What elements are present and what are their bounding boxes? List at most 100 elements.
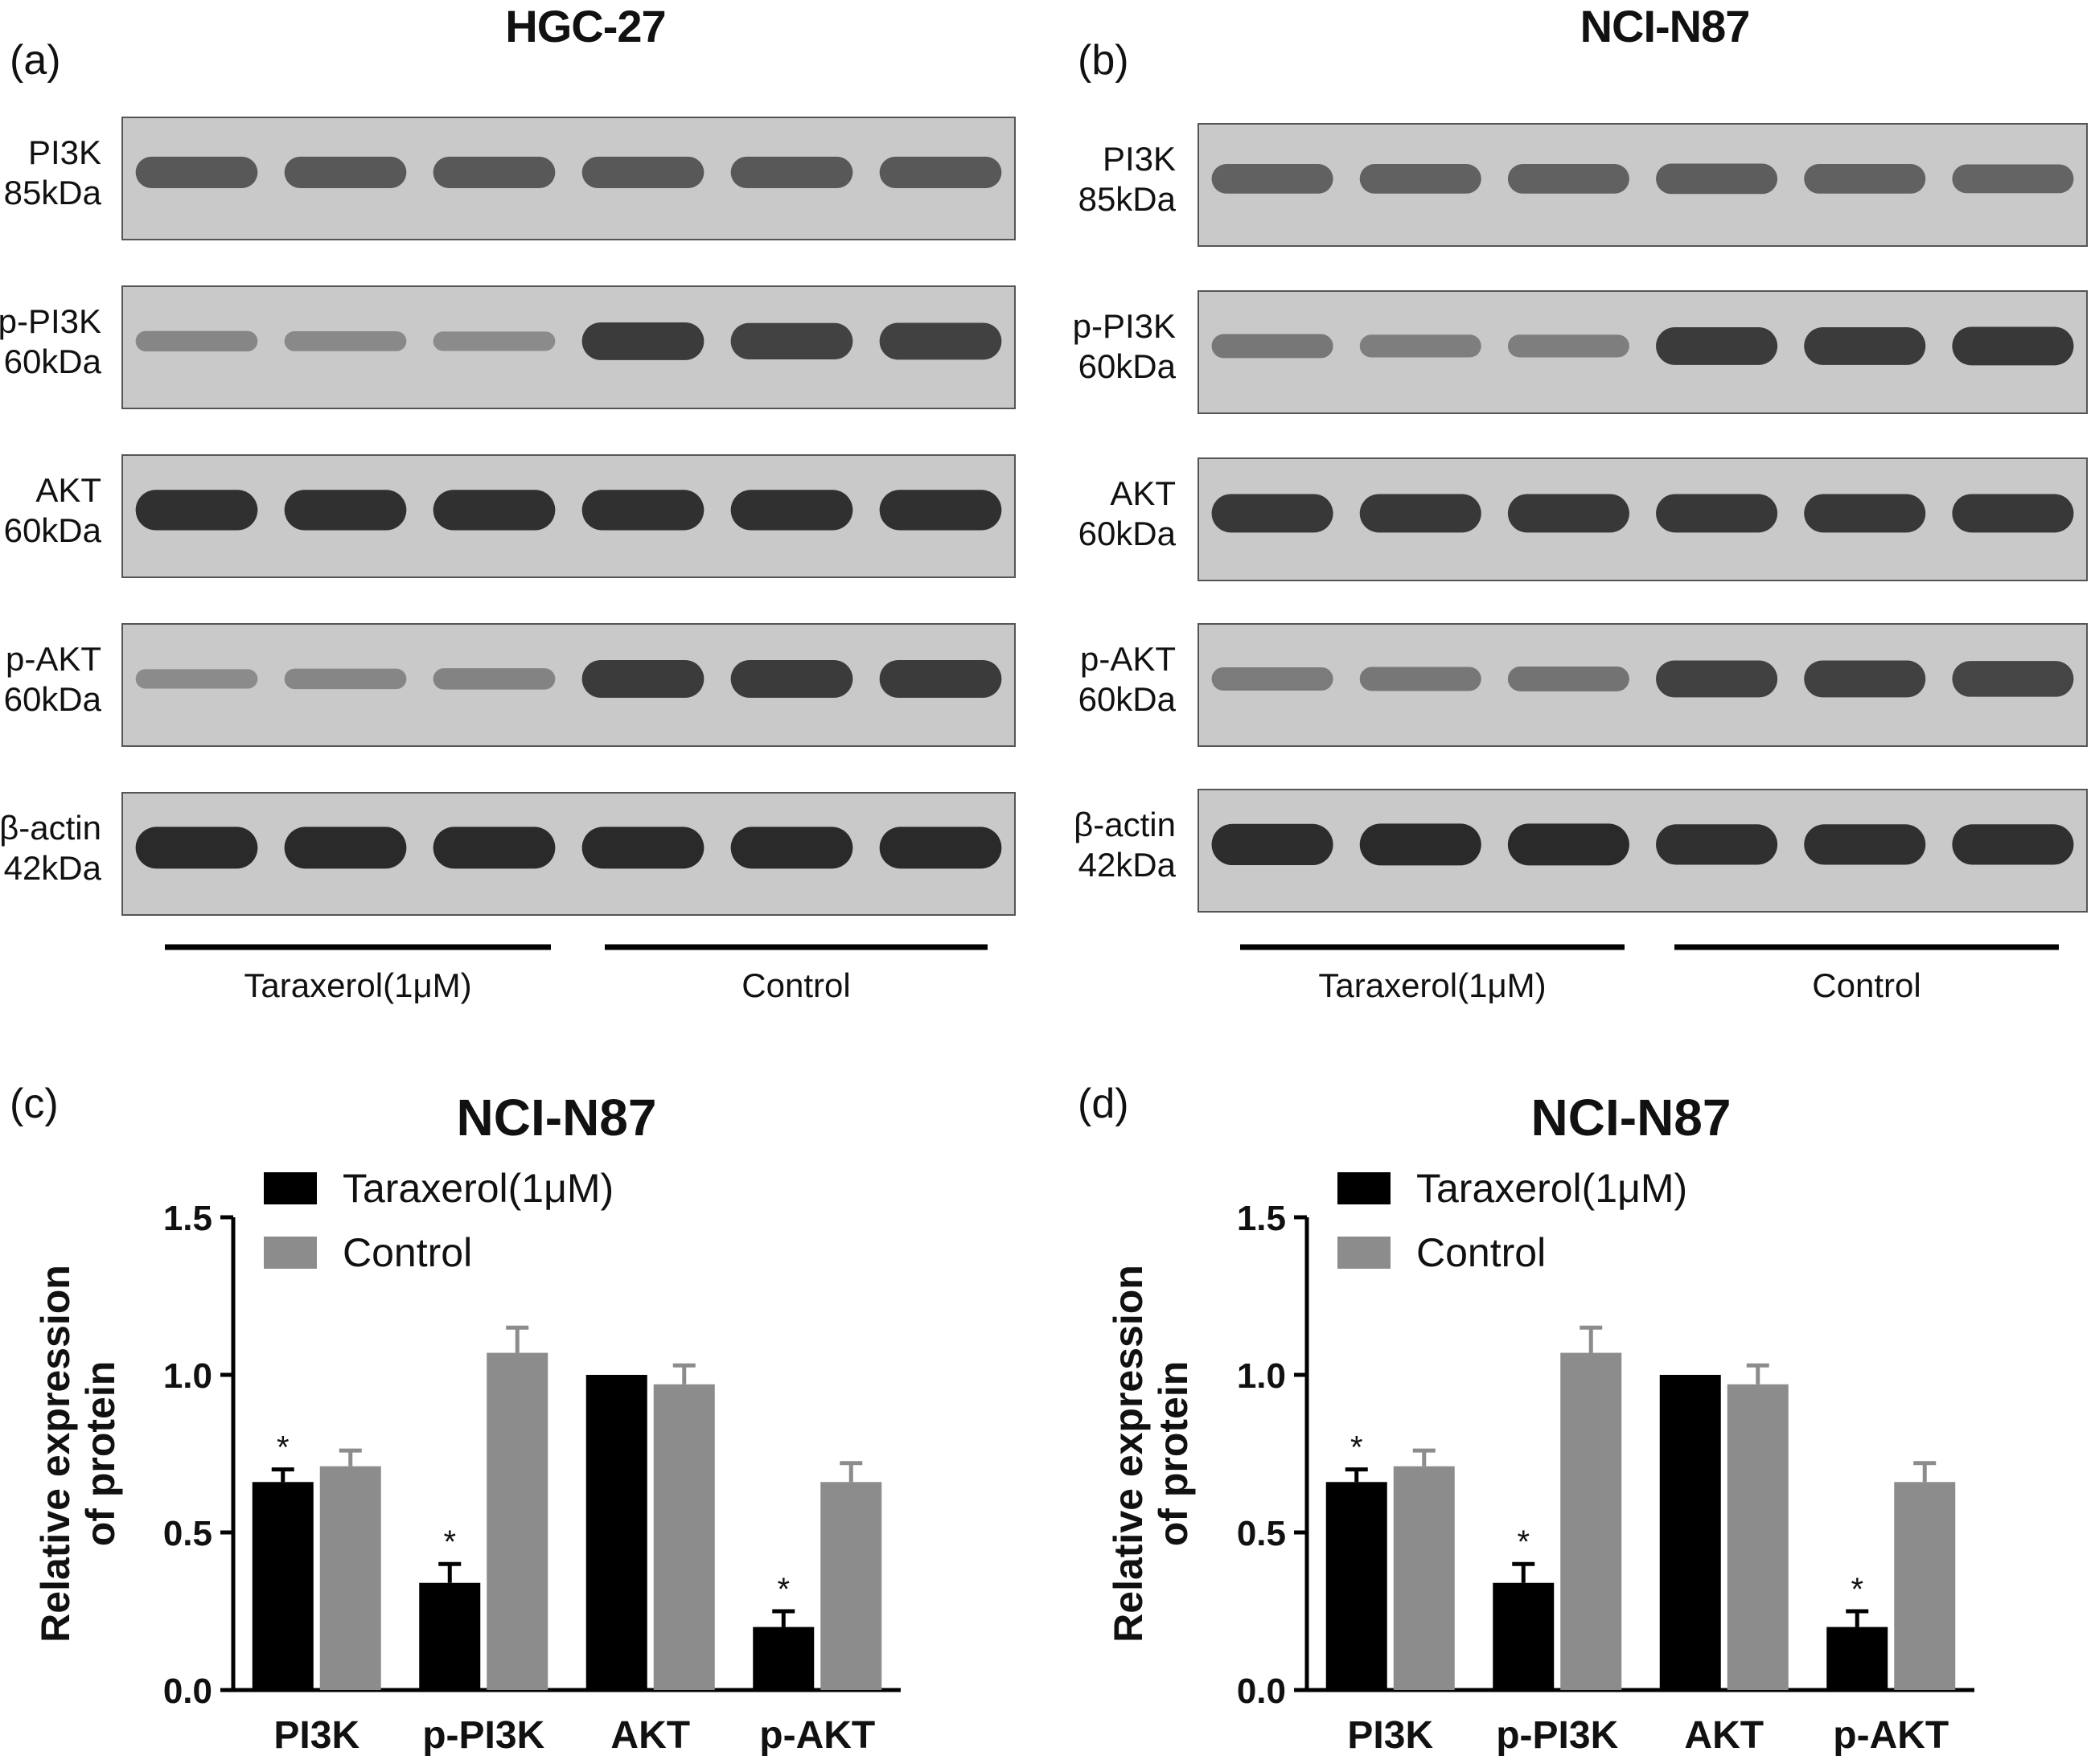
blot-band — [730, 322, 853, 359]
group-label: Taraxerol(1μM) — [244, 966, 471, 1004]
panel-b-letter: (b) — [1078, 37, 1129, 84]
blot-band — [1804, 494, 1926, 533]
y-axis-label-line: Relative expression — [33, 1265, 78, 1643]
y-tick-label: 1.0 — [1237, 1356, 1286, 1396]
blot-band — [284, 827, 407, 869]
blot-strip — [1197, 457, 2088, 581]
bar — [820, 1482, 882, 1690]
bar — [1659, 1375, 1721, 1690]
blot-strip — [1197, 789, 2088, 913]
blot-protein-label: β-actin — [1074, 806, 1176, 843]
blot-size-label: 60kDa — [4, 511, 102, 549]
panel-d-letter: (d) — [1078, 1081, 1129, 1127]
blot-band — [1359, 334, 1481, 358]
blot-band — [135, 669, 258, 689]
y-tick-label: 0.0 — [1237, 1672, 1286, 1711]
blot-protein-label: AKT — [35, 471, 101, 509]
significance-marker: * — [1517, 1524, 1530, 1560]
legend-label: Control — [1416, 1230, 1546, 1275]
blot-size-label: 85kDa — [4, 174, 102, 211]
x-tick-label: AKT — [1684, 1714, 1764, 1757]
y-axis-label: Relative expressionof protein — [1106, 1265, 1196, 1643]
blot-band — [433, 331, 556, 351]
blot-band — [1359, 164, 1481, 194]
bar — [1393, 1466, 1455, 1690]
blot-band — [1359, 667, 1481, 691]
significance-marker: * — [1851, 1572, 1863, 1607]
x-tick-label: p-PI3K — [422, 1714, 544, 1757]
blot-a: PI3K85kDap-PI3K60kDaAKT60kDap-AKT60kDaβ-… — [0, 117, 1016, 1004]
bar — [1894, 1482, 1956, 1690]
blot-band — [1211, 494, 1333, 533]
blot-strip — [1197, 290, 2088, 414]
blot-size-label: 42kDa — [1078, 846, 1177, 884]
blot-band — [433, 827, 556, 869]
blot-size-label: 60kDa — [1078, 515, 1177, 552]
blot-band — [1211, 667, 1333, 691]
y-axis-label-line: of protein — [1151, 1361, 1196, 1547]
blot-band — [581, 156, 705, 188]
blot-protein-label: AKT — [1110, 474, 1176, 512]
blot-band — [1952, 824, 2074, 865]
blot-band — [879, 827, 1002, 869]
blot-band — [581, 827, 705, 869]
blot-size-label: 60kDa — [1078, 680, 1177, 718]
x-tick-label: PI3K — [1347, 1714, 1433, 1757]
legend-swatch — [264, 1237, 317, 1269]
blot-protein-label: PI3K — [1103, 140, 1176, 178]
blot-band — [730, 827, 853, 869]
blot-band — [1952, 661, 2074, 697]
blot-protein-label: p-PI3K — [0, 302, 101, 340]
blot-band — [135, 827, 258, 869]
blot-band — [1804, 824, 1926, 865]
y-axis-label-line: of protein — [78, 1361, 123, 1547]
bar — [319, 1466, 381, 1690]
blot-band — [581, 322, 705, 360]
y-tick-label: 1.5 — [163, 1199, 212, 1238]
legend-swatch — [264, 1172, 317, 1204]
group-label: Control — [1812, 966, 1921, 1004]
blot-band — [581, 490, 705, 531]
blot-band — [433, 156, 556, 188]
y-tick-label: 0.0 — [163, 1672, 212, 1711]
blot-band — [1804, 164, 1926, 194]
blot-protein-label: p-AKT — [1080, 640, 1176, 678]
blot-band — [879, 490, 1002, 531]
blot-band — [730, 659, 853, 698]
blot-size-label: 42kDa — [4, 849, 102, 887]
significance-marker: * — [777, 1572, 790, 1607]
legend-label: Taraxerol(1μM) — [343, 1166, 614, 1211]
blot-band — [1952, 494, 2074, 533]
blot-protein-label: p-PI3K — [1073, 307, 1176, 345]
x-tick-label: p-AKT — [759, 1714, 875, 1757]
significance-marker: * — [277, 1430, 290, 1466]
blot-band — [1211, 823, 1333, 866]
blot-b: PI3K85kDap-PI3K60kDaAKT60kDap-AKT60kDaβ-… — [1073, 123, 2088, 1004]
bar — [487, 1352, 548, 1690]
bar — [1493, 1582, 1555, 1690]
blot-strip — [121, 623, 1016, 747]
blot-band — [581, 659, 705, 698]
x-tick-label: AKT — [610, 1714, 690, 1757]
blot-band — [433, 668, 556, 690]
blot-strip — [121, 454, 1016, 578]
blot-band — [1656, 494, 1778, 533]
x-tick-label: PI3K — [273, 1714, 359, 1757]
blot-band — [135, 330, 258, 352]
chart-d: NCI-N87 Taraxerol(1μM) Control 0.0 0.5 1.0 1.5… — [1106, 1089, 1974, 1757]
y-tick-label: 0.5 — [163, 1514, 212, 1553]
blot-band — [1507, 334, 1629, 358]
bar — [1325, 1482, 1387, 1690]
blot-band — [1656, 326, 1778, 365]
blot-size-label: 60kDa — [4, 680, 102, 718]
y-tick-label: 0.5 — [1237, 1514, 1286, 1553]
blot-band — [1507, 494, 1629, 533]
blot-protein-label: β-actin — [0, 809, 101, 847]
y-tick-label: 1.0 — [163, 1356, 212, 1396]
blot-band — [1952, 164, 2074, 194]
blot-protein-label: PI3K — [28, 133, 101, 171]
blot-protein-label: p-AKT — [6, 640, 101, 678]
panel-b-title: NCI-N87 — [1580, 1, 1750, 51]
y-axis-label: Relative expressionof protein — [33, 1265, 123, 1643]
